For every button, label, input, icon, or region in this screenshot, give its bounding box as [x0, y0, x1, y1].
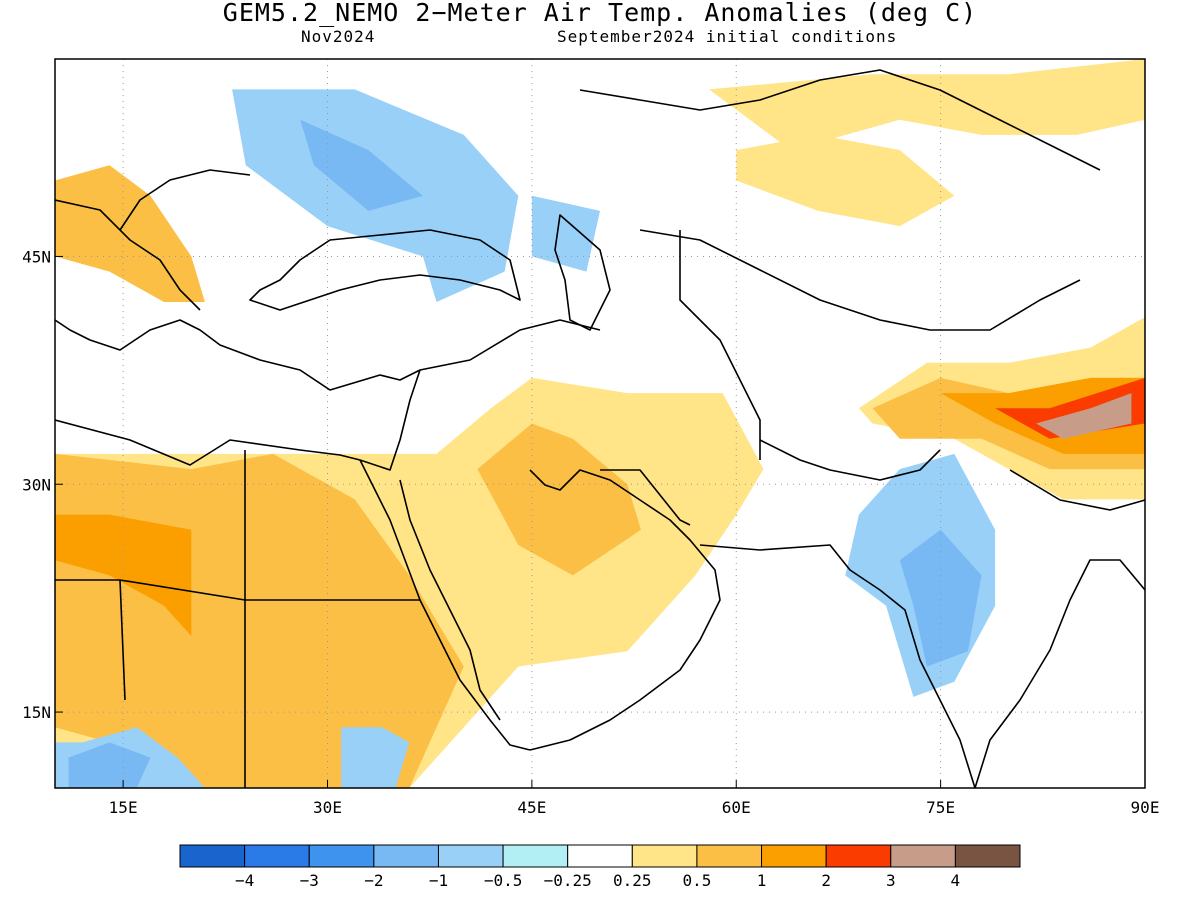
colorbar-label: 3	[886, 871, 896, 890]
y-tick-label: 30N	[22, 475, 51, 494]
x-tick-label: 60E	[722, 798, 751, 817]
colorbar-label: −2	[364, 871, 383, 890]
map-title: GEM5.2_NEMO 2−Meter Air Temp. Anomalies …	[222, 0, 978, 27]
anomaly-region-10	[68, 742, 151, 788]
colorbar-label: 2	[821, 871, 831, 890]
anomaly-region-6	[531, 195, 600, 272]
anomaly-region-12	[709, 59, 1145, 151]
anomaly-region-17	[1036, 393, 1132, 439]
colorbar-label: −0.5	[484, 871, 523, 890]
colorbar-swatch	[825, 844, 892, 868]
anomaly-region-11	[341, 727, 410, 788]
x-tick-label: 90E	[1131, 798, 1160, 817]
x-tick-label: 15E	[109, 798, 138, 817]
map-frame	[54, 58, 1146, 789]
colorbar-label: −0.25	[544, 871, 592, 890]
colorbar-swatch	[567, 844, 633, 868]
colorbar-swatch	[502, 844, 569, 868]
colorbar-label: −4	[235, 871, 254, 890]
y-tick-label: 15N	[22, 703, 51, 722]
x-tick-label: 30E	[313, 798, 342, 817]
y-tick-label: 45N	[22, 247, 51, 266]
anomaly-region-5	[300, 119, 423, 211]
colorbar-swatch	[761, 844, 827, 868]
colorbar-label: 4	[951, 871, 961, 890]
anomaly-region-19	[736, 134, 955, 227]
colorbar: −4 −3 −2 −1 −0.5 −0.25 0.25 0.5 1 2 3 4	[179, 844, 1021, 890]
colorbar-swatch	[954, 844, 1021, 868]
colorbar-swatch	[244, 844, 310, 868]
anomaly-region-2	[477, 423, 641, 576]
x-tick-label: 75E	[926, 798, 955, 817]
anomaly-fill-layer	[55, 59, 1145, 788]
x-tick-label: 45E	[517, 798, 546, 817]
anomaly-region-18	[55, 165, 205, 302]
forecast-month: Nov2024	[301, 27, 376, 46]
colorbar-swatch	[437, 844, 504, 868]
colorbar-swatch	[696, 844, 763, 868]
initial-conditions-label: September2024 initial conditions	[557, 27, 898, 46]
colorbar-label: −3	[300, 871, 319, 890]
coastlines	[55, 69, 1145, 788]
colorbar-swatch	[373, 844, 439, 868]
axis-ticks: 15E 30E 45E 60E 75E 90E 45N 30N 15N	[22, 247, 1159, 817]
anomaly-region-8	[899, 529, 982, 667]
colorbar-label: −1	[429, 871, 448, 890]
colorbar-swatch	[631, 844, 698, 868]
colorbar-label: 0.5	[682, 871, 711, 890]
colorbar-label: 1	[757, 871, 767, 890]
colorbar-label: 0.25	[613, 871, 652, 890]
colorbar-swatch	[179, 844, 246, 868]
colorbar-swatch	[890, 844, 956, 868]
colorbar-swatch	[308, 844, 375, 868]
